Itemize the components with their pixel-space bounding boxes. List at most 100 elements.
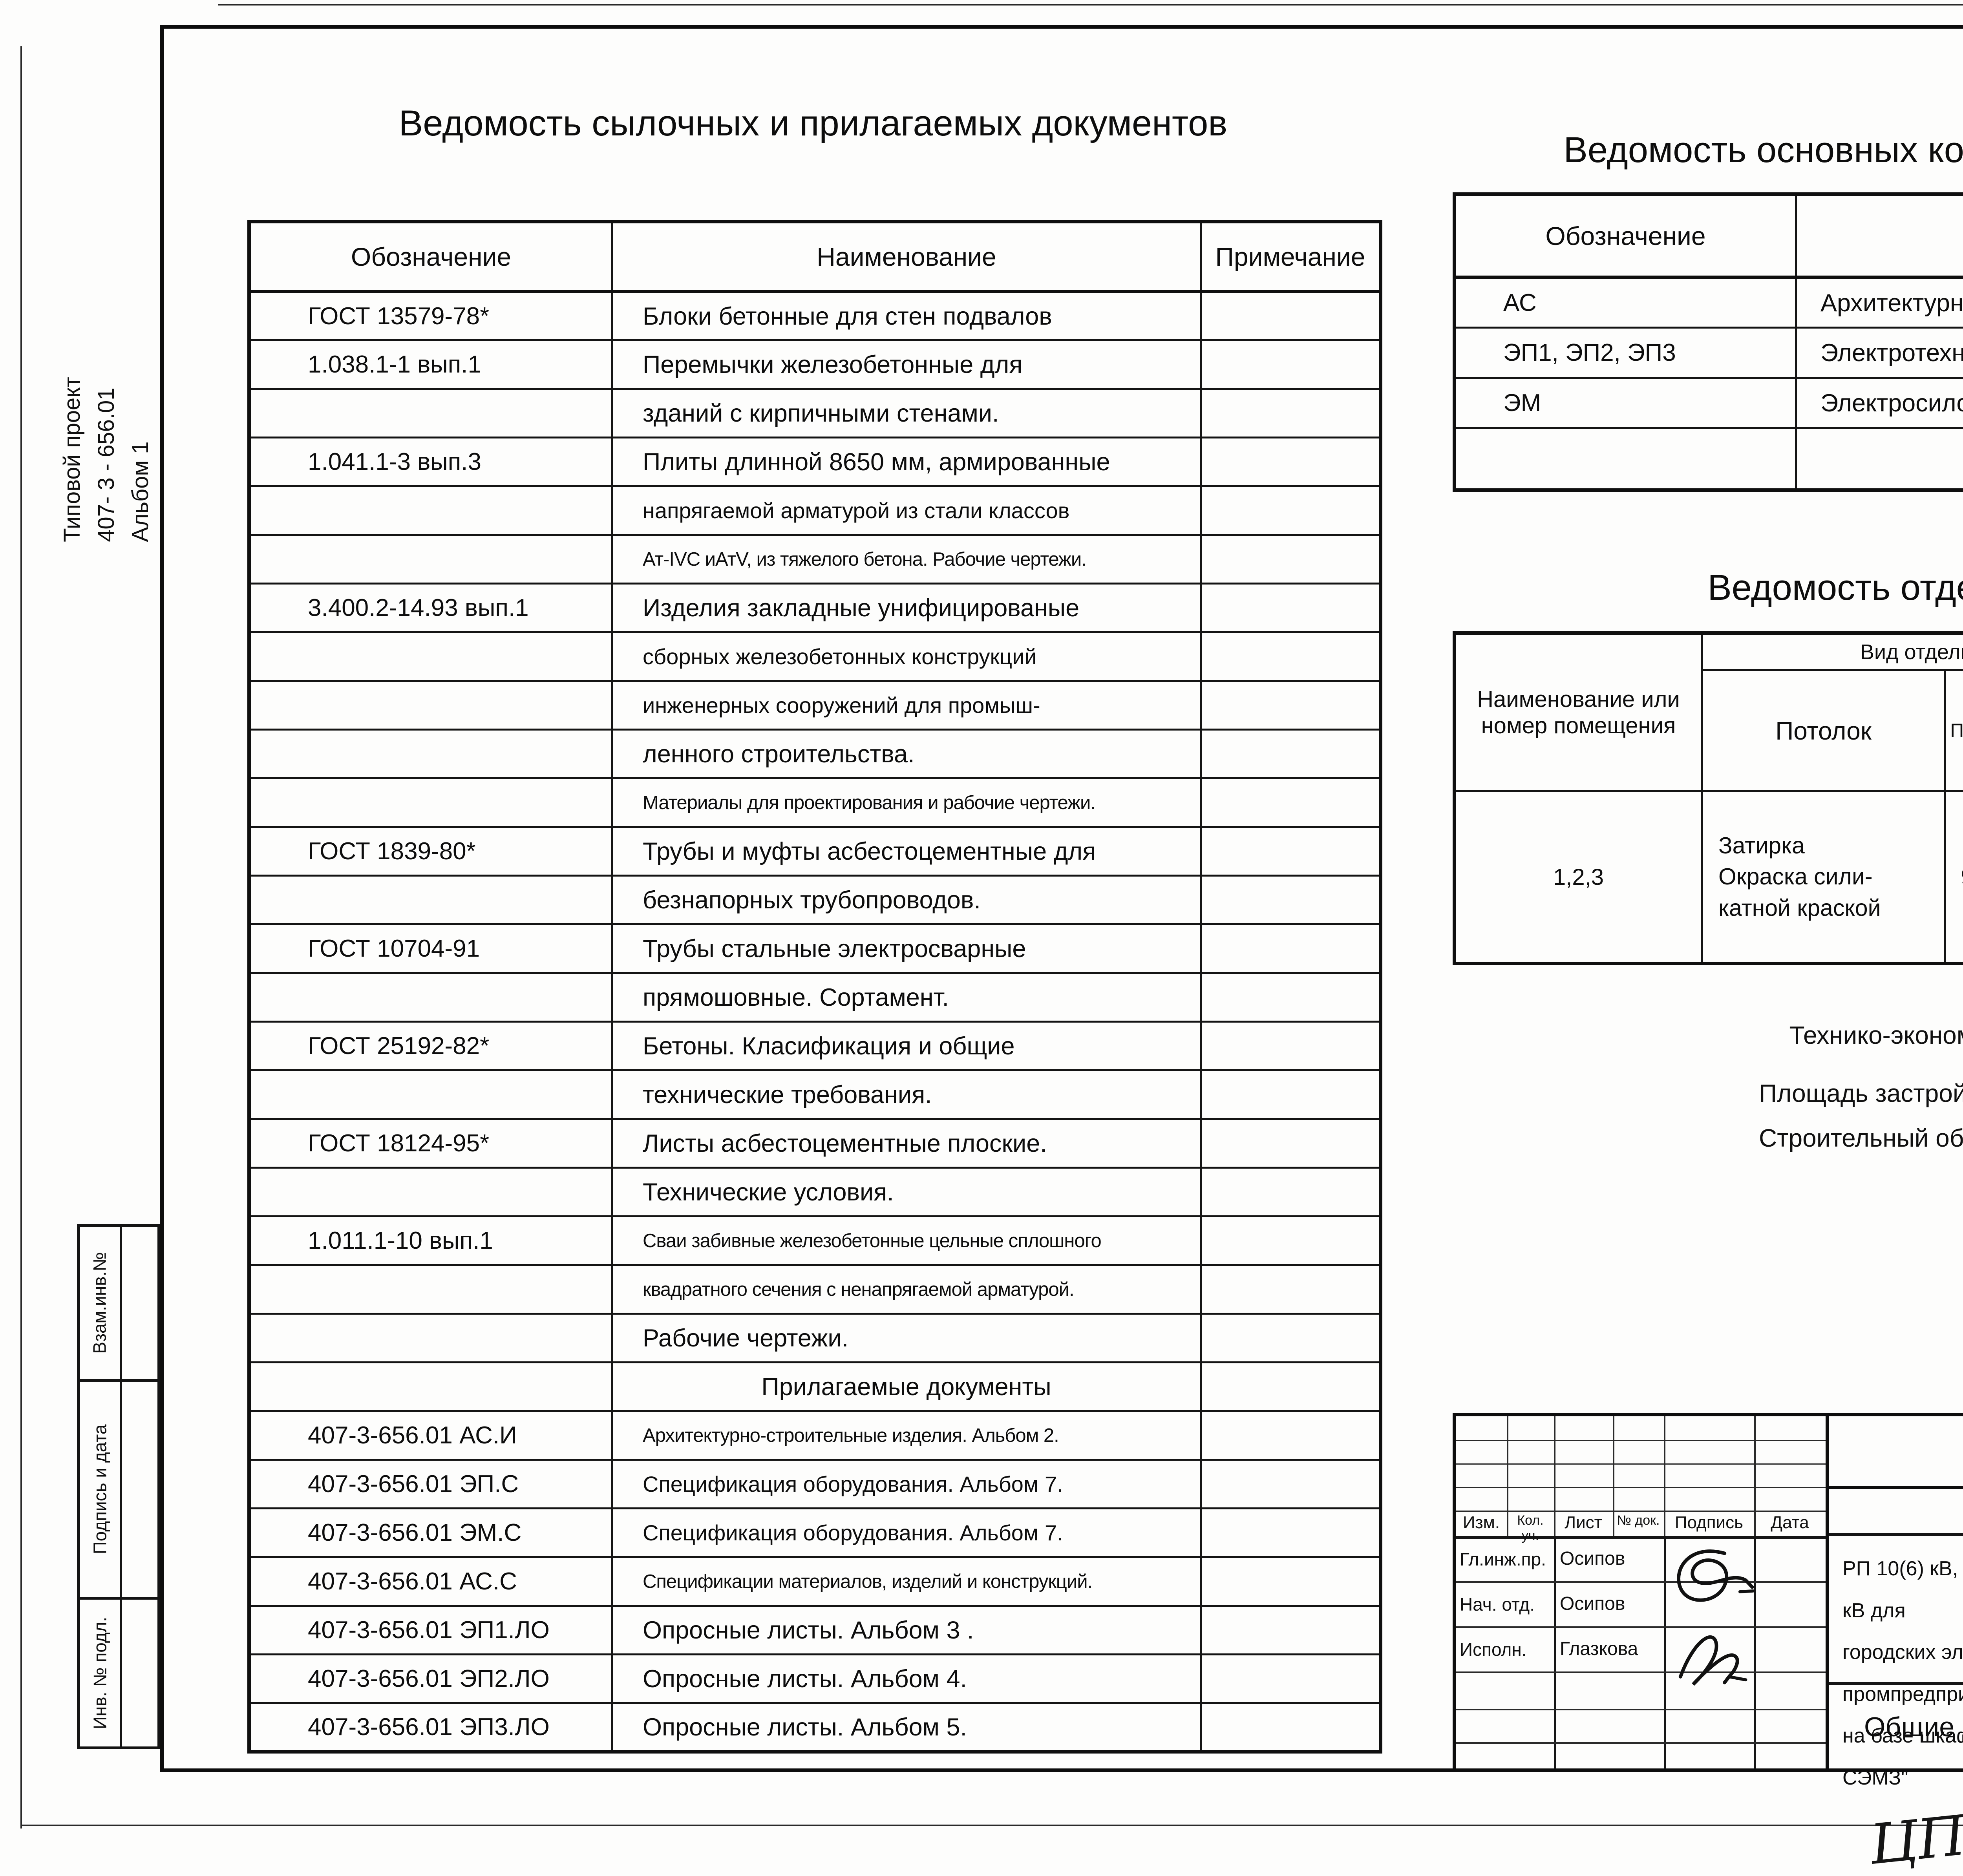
doc-name: Рабочие чертежи. bbox=[611, 1313, 1202, 1363]
table-row bbox=[1453, 427, 1963, 491]
stamp-project-line: РП 10(6) кВ, совмещенный с ТП 10(6)/0,4 … bbox=[1842, 1557, 1963, 1622]
margin-box-label: Взам.инв.№ bbox=[80, 1227, 122, 1379]
finish-table: Наименование или номер помещения Вид отд… bbox=[1453, 631, 1963, 965]
stamp-column-header: № док. bbox=[1617, 1513, 1660, 1528]
column-header: Обозначение bbox=[248, 221, 613, 293]
doc-designation: 407-3-656.01 АС.И bbox=[248, 1410, 613, 1461]
doc-note bbox=[1200, 972, 1382, 1023]
section-row-label: Прилагаемые документы bbox=[611, 1361, 1202, 1412]
finish-cell-room: 1,2,3 bbox=[1453, 790, 1703, 964]
margin-box-label: Инв. № подл. bbox=[80, 1600, 122, 1746]
stamp-column-header: Подпись bbox=[1674, 1513, 1744, 1532]
doc-designation: ГОСТ 18124-95* bbox=[248, 1118, 613, 1169]
table-row: напрягаемой арматурой из стали классов bbox=[248, 485, 1382, 536]
finish-cell-area1: 92,14 bbox=[1944, 790, 1963, 964]
tep-row: Площадь застройки- 146,84 м2 bbox=[1759, 1079, 1963, 1107]
doc-note bbox=[1200, 1313, 1382, 1363]
table-row: ГОСТ 1839-80* Трубы и муфты асбестоцемент… bbox=[248, 826, 1382, 877]
stamp-role: Нач. отд. bbox=[1460, 1594, 1535, 1615]
column-header: Примечание bbox=[1200, 221, 1382, 293]
column-header: Наименование bbox=[611, 221, 1202, 293]
doc-designation: 407-3-656.01 ЭМ.С bbox=[248, 1507, 613, 1558]
doc-designation bbox=[248, 875, 613, 925]
doc-note bbox=[1200, 1264, 1382, 1315]
table-row: Рабочие чертежи. bbox=[248, 1313, 1382, 1363]
doc-name: Плиты длинной 8650 мм, армированные bbox=[611, 437, 1202, 487]
stamp-column-header: Кол. уч. bbox=[1517, 1513, 1544, 1543]
table-row: прямошовные. Сортамент. bbox=[248, 972, 1382, 1023]
doc-name: Трубы стальные электросварные bbox=[611, 923, 1202, 974]
doc-designation bbox=[248, 777, 613, 828]
doc-name: Блоки бетонные для стен подвалов bbox=[611, 290, 1202, 341]
stamp-signature-grid: Изм. Кол. уч. Лист № док. Подпись Дата Гл.инж.… bbox=[1456, 1416, 1829, 1769]
table-row: 407-3-656.01 ЭП2.ЛО Опросные листы. Альбо… bbox=[248, 1653, 1382, 1704]
table-row: 407-3-656.01 АС.И Архитектурно-строительн… bbox=[248, 1410, 1382, 1461]
stamp-person-name: Глазкова bbox=[1560, 1639, 1638, 1659]
margin-boxes: Взам.инв.№ Подпись и дата Инв. № подл. bbox=[77, 1224, 160, 1749]
doc-note bbox=[1200, 583, 1382, 633]
doc-name: Ат-IVC иАтV, из тяжелого бетона. Рабочие… bbox=[611, 534, 1202, 585]
doc-name: Опросные листы. Альбом 3 . bbox=[611, 1605, 1202, 1655]
doc-note bbox=[1200, 485, 1382, 536]
doc-designation: 407-3-656.01 АС.С bbox=[248, 1556, 613, 1607]
doc-note bbox=[1200, 826, 1382, 877]
table-row: Материалы для проектирования и рабочие ч… bbox=[248, 777, 1382, 828]
outer-left-line bbox=[20, 46, 22, 1829]
stamp-project-line: городских электрических сетей и промпред… bbox=[1842, 1641, 1963, 1706]
doc-designation: ГОСТ 10704-91 bbox=[248, 923, 613, 974]
doc-note bbox=[1200, 437, 1382, 487]
table-row: квадратного сечения с ненапрягаемой арма… bbox=[248, 1264, 1382, 1315]
doc-designation bbox=[248, 680, 613, 731]
side-project-line: 407- 3 - 656.01 bbox=[93, 387, 119, 542]
column-header: Обозначение bbox=[1453, 193, 1797, 279]
table-row: зданий с кирпичными стенами. bbox=[248, 388, 1382, 438]
doc-name: Листы асбестоцементные плоские. bbox=[611, 1118, 1202, 1169]
doc-designation bbox=[248, 1069, 613, 1120]
set-designation: ЭМ bbox=[1453, 377, 1797, 429]
stamp-column-header: Лист bbox=[1565, 1513, 1602, 1532]
stamp-project-cell: РП 10(6) кВ, совмещенный с ТП 10(6)/0,4 … bbox=[1829, 1536, 1963, 1789]
doc-name: Сваи забивные железобетонные цельные спл… bbox=[611, 1215, 1202, 1266]
doc-note bbox=[1200, 1118, 1382, 1169]
margin-box-inv: Инв. № подл. bbox=[77, 1597, 160, 1749]
set-designation: АС bbox=[1453, 276, 1797, 329]
doc-designation: ГОСТ 13579-78* bbox=[248, 290, 613, 341]
margin-box-label: Подпись и дата bbox=[80, 1382, 122, 1597]
finish-header-area1: Площадь bbox=[1944, 669, 1963, 792]
doc-name: Бетоны. Класификация и общие bbox=[611, 1021, 1202, 1071]
stamp-sheet-title-cell: Общие данные (окончание) bbox=[1829, 1685, 1963, 1769]
doc-designation bbox=[248, 729, 613, 779]
stamp-role: Исполн. bbox=[1460, 1639, 1527, 1660]
doc-designation: 1.041.1-3 вып.3 bbox=[248, 437, 613, 487]
doc-designation bbox=[248, 972, 613, 1023]
table-row: технические требования. bbox=[248, 1069, 1382, 1120]
doc-note bbox=[1200, 388, 1382, 438]
table-row: ГОСТ 13579-78* Блоки бетонные для стен по… bbox=[248, 290, 1382, 341]
table-row: ГОСТ 18124-95* Листы асбестоцементные пло… bbox=[248, 1118, 1382, 1169]
stamp-doc-cell: ТП 407-3-656.01 АС bbox=[1829, 1416, 1963, 1489]
doc-designation: 3.400.2-14.93 вып.1 bbox=[248, 583, 613, 633]
side-project-line: Типовой проект bbox=[59, 376, 85, 542]
doc-designation: 407-3-656.01 ЭП2.ЛО bbox=[248, 1653, 613, 1704]
table-row: Технические условия. bbox=[248, 1167, 1382, 1217]
doc-note bbox=[1200, 923, 1382, 974]
signature-icon bbox=[1677, 1549, 1755, 1602]
doc-designation: 407-3-656.01 ЭП.С bbox=[248, 1459, 613, 1509]
doc-designation bbox=[248, 534, 613, 585]
doc-name: безнапорных трубопроводов. bbox=[611, 875, 1202, 925]
drawing-frame bbox=[160, 25, 1963, 1772]
doc-name: сборных железобетонных конструкций bbox=[611, 631, 1202, 682]
doc-note bbox=[1200, 290, 1382, 341]
doc-designation: 1.011.1-10 вып.1 bbox=[248, 1215, 613, 1266]
doc-note bbox=[1200, 729, 1382, 779]
doc-note bbox=[1200, 1069, 1382, 1120]
table-row: 407-3-656.01 ЭП3.ЛО Опросные листы. Альбо… bbox=[248, 1702, 1382, 1753]
doc-name: Перемычки железобетонные для bbox=[611, 339, 1202, 390]
doc-name: напрягаемой арматурой из стали классов bbox=[611, 485, 1202, 536]
set-name: Электросиловое оборудование bbox=[1795, 377, 1963, 429]
finish-header-ceiling: Потолок bbox=[1701, 669, 1946, 792]
table-row: ЭМЭлектросиловое оборудование bbox=[1453, 377, 1963, 429]
set-designation: ЭП1, ЭП2, ЭП3 bbox=[1453, 327, 1797, 379]
doc-name: Спецификация оборудования. Альбом 7. bbox=[611, 1459, 1202, 1509]
doc-note bbox=[1200, 1702, 1382, 1753]
